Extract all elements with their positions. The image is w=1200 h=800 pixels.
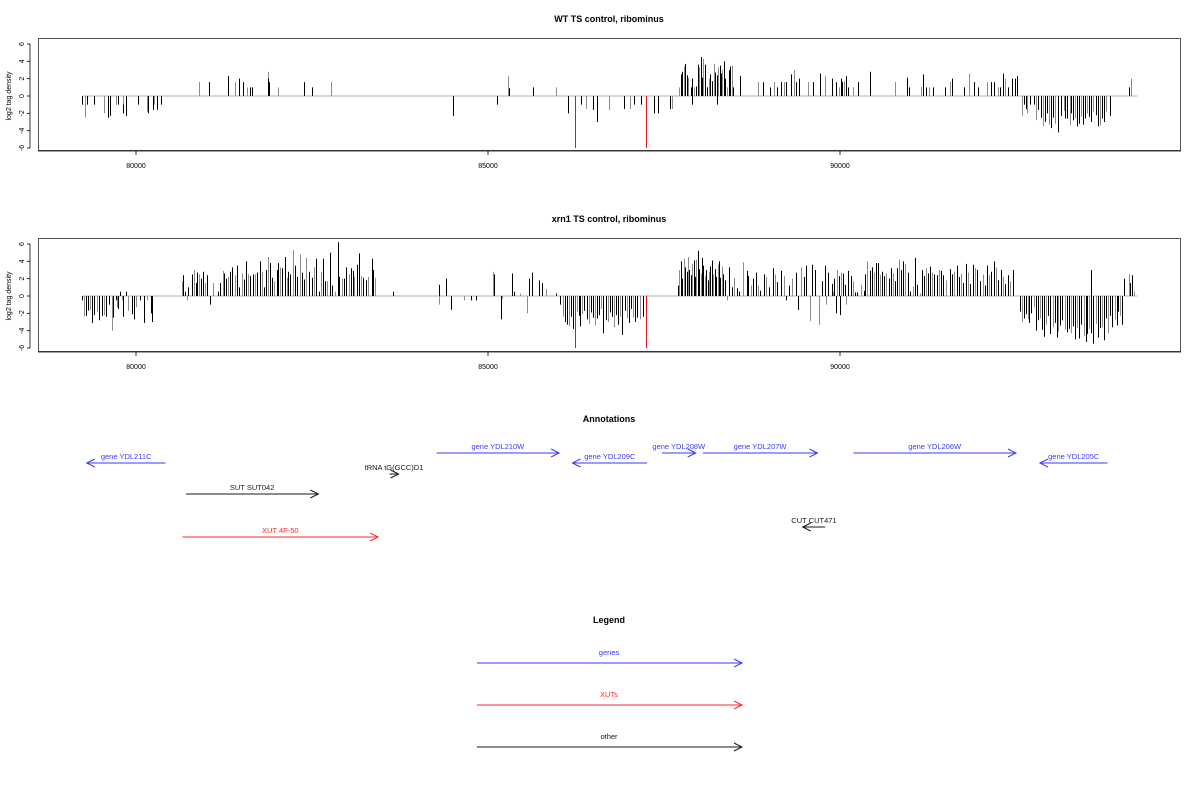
- feature-label: gene YDL207W: [734, 442, 788, 451]
- annotations-title: Annotations: [583, 414, 636, 424]
- plot-title: xrn1 TS control, ribominus: [552, 214, 667, 224]
- y-axis-label: log2 tag density: [6, 271, 13, 321]
- feature-arrowhead-icon: [369, 532, 380, 542]
- y-tick-label: 6: [19, 242, 26, 246]
- y-tick-label: -6: [19, 145, 26, 151]
- feature-arrowhead-icon: [687, 448, 697, 458]
- y-axis: -6 -4 -2 0 2 4 6: [19, 42, 31, 151]
- feature-genes: gene YDL211C: [85, 452, 166, 468]
- y-tick-label: 6: [19, 42, 26, 46]
- feature-genes: gene YDL207W: [702, 442, 819, 458]
- x-axis: 80000 85000 90000: [38, 150, 1181, 170]
- feature-genes: gene YDL209C: [571, 452, 648, 468]
- y-tick-label: 2: [19, 277, 26, 281]
- feature-label: tRNA tG(GCC)D1: [365, 463, 424, 472]
- y-tick-label: -4: [19, 327, 26, 333]
- y-tick-label: 4: [19, 259, 26, 263]
- legend-arrowhead-icon: [733, 700, 744, 710]
- x-tick-label: 90000: [830, 163, 850, 170]
- legend-label: genes: [599, 648, 620, 657]
- feature-arrowhead-icon: [390, 469, 400, 479]
- feature-genes: gene YDL206W: [853, 442, 1018, 458]
- feature-arrowhead-icon: [571, 458, 581, 468]
- feature-tracks: gene YDL211C gene YDL210W gene YDL209C gene…: [85, 442, 1108, 542]
- x-axis: 80000 85000 90000: [38, 351, 1181, 371]
- feature-arrowhead-icon: [801, 522, 811, 532]
- bar-series: [82, 242, 1138, 348]
- y-tick-label: -2: [19, 110, 26, 116]
- feature-label: gene YDL210W: [471, 442, 525, 451]
- plot-xrn1-ts-control: xrn1 TS control, ribominus log2 tag dens…: [6, 214, 1181, 371]
- legend-items: genes XUTs other: [477, 648, 744, 752]
- legend-arrowhead-icon: [733, 742, 744, 752]
- x-tick-label: 85000: [478, 364, 498, 371]
- y-tick-label: 4: [19, 59, 26, 63]
- plot-wt-ts-control: WT TS control, ribominus log2 tag densit…: [6, 14, 1181, 170]
- legend-entry-xuts: XUTs: [477, 690, 744, 710]
- plot-title: WT TS control, ribominus: [554, 14, 664, 24]
- feature-genes: gene YDL208W: [652, 442, 706, 458]
- feature-arrowhead-icon: [550, 448, 561, 458]
- x-tick-label: 90000: [830, 364, 850, 371]
- y-tick-label: -4: [19, 127, 26, 133]
- feature-other: CUT CUT471: [791, 516, 837, 532]
- x-tick-label: 80000: [126, 364, 146, 371]
- feature-arrowhead-icon: [85, 458, 95, 468]
- plot-frame: [38, 238, 1181, 352]
- feature-other: SUT SUT042: [185, 483, 320, 499]
- feature-arrowhead-icon: [809, 448, 819, 458]
- legend-arrowhead-icon: [733, 658, 744, 668]
- feature-label: gene YDL205C: [1048, 452, 1100, 461]
- y-tick-label: 0: [19, 294, 26, 298]
- feature-label: gene YDL211C: [101, 452, 152, 461]
- y-tick-label: -2: [19, 310, 26, 316]
- legend-label: other: [600, 732, 618, 741]
- x-tick-label: 80000: [126, 163, 146, 170]
- y-tick-label: 2: [19, 77, 26, 81]
- feature-genes: gene YDL205C: [1038, 452, 1108, 468]
- feature-arrowhead-icon: [1038, 458, 1049, 468]
- feature-label: gene YDL206W: [908, 442, 962, 451]
- feature-label: SUT SUT042: [230, 483, 274, 492]
- legend: Legend genes XUTs other: [477, 615, 744, 752]
- feature-arrowhead-icon: [1007, 448, 1018, 458]
- plot-frame: [38, 38, 1181, 151]
- feature-label: CUT CUT471: [791, 516, 836, 525]
- x-tick-label: 85000: [478, 163, 498, 170]
- y-axis-label: log2 tag density: [6, 71, 13, 121]
- legend-label: XUTs: [600, 690, 618, 699]
- y-tick-label: -6: [19, 345, 26, 351]
- feature-genes: gene YDL210W: [436, 442, 561, 458]
- feature-label: XUT 4F-50: [262, 526, 299, 535]
- legend-entry-genes: genes: [477, 648, 744, 668]
- legend-entry-other: other: [477, 732, 744, 752]
- y-axis: -6 -4 -2 0 2 4 6: [19, 242, 31, 351]
- feature-label: gene YDL209C: [584, 452, 636, 461]
- feature-XUTs: XUT 4F-50: [182, 526, 380, 542]
- y-tick-label: 0: [19, 94, 26, 98]
- bar-series: [82, 57, 1138, 148]
- feature-arrowhead-icon: [310, 489, 320, 499]
- feature-other: tRNA tG(GCC)D1: [365, 463, 424, 479]
- feature-label: gene YDL208W: [652, 442, 706, 451]
- legend-title: Legend: [593, 615, 625, 625]
